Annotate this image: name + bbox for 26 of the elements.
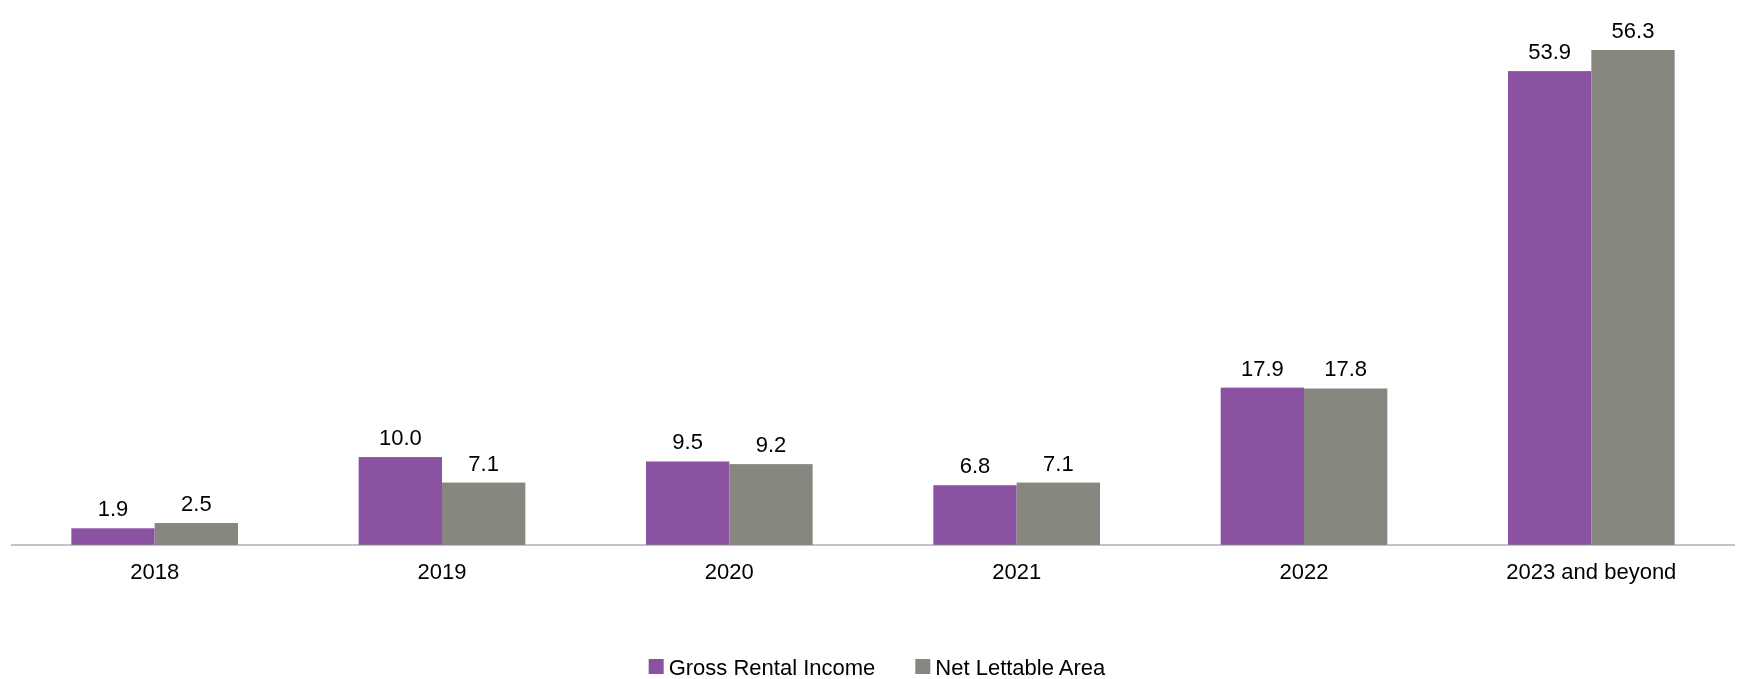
data-label: 17.9: [1240, 355, 1284, 381]
data-label: 53.9: [1528, 39, 1572, 65]
data-label: 10.0: [378, 425, 422, 451]
bar: [933, 485, 1017, 545]
data-label: 7.1: [468, 450, 499, 476]
legend-label: Net Lettable Area: [935, 654, 1107, 679]
x-tick-label: 2023 and beyond: [1506, 558, 1677, 584]
bar: [1220, 387, 1304, 545]
data-label: 7.1: [1043, 450, 1074, 476]
data-label: 1.9: [97, 496, 129, 522]
data-label: 9.5: [672, 429, 703, 455]
x-tick-label: 2021: [992, 558, 1042, 584]
x-tick-label: 2018: [130, 558, 180, 584]
data-label: 17.8: [1324, 356, 1368, 382]
data-label: 2.5: [181, 491, 212, 517]
bar: [1508, 71, 1592, 545]
x-tick-label: 2020: [704, 558, 754, 584]
legend-label: Gross Rental Income: [668, 654, 876, 679]
x-tick-label: 2022: [1279, 558, 1329, 584]
x-tick-label: 2019: [417, 558, 467, 584]
data-label: 9.2: [755, 432, 787, 458]
data-label: 56.3: [1611, 18, 1655, 43]
bar: [358, 457, 442, 545]
bar: [646, 461, 730, 545]
data-label: 6.8: [959, 453, 991, 479]
bar: [71, 528, 155, 545]
